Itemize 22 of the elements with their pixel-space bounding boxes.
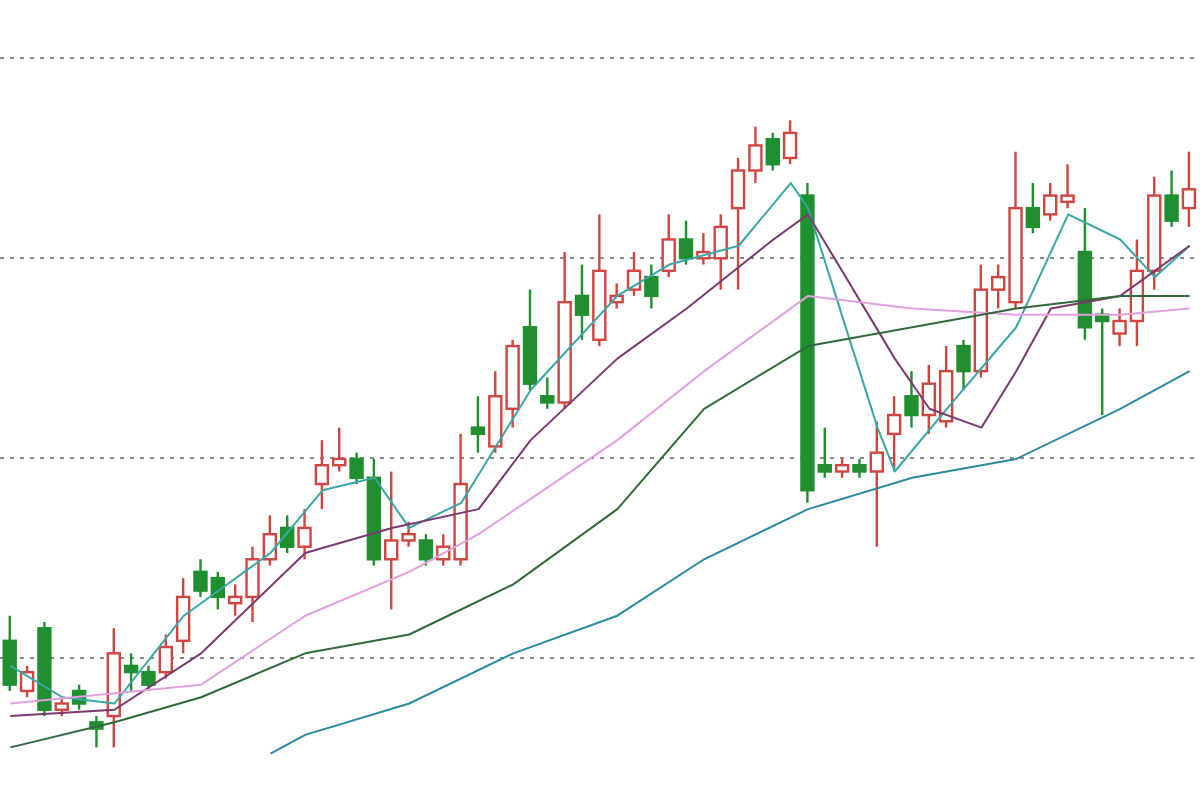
candlestick	[678, 219, 694, 266]
candlestick	[782, 119, 798, 166]
candlestick	[574, 263, 590, 342]
candlestick	[1025, 181, 1041, 235]
candlestick	[175, 576, 191, 655]
candlestick	[765, 131, 780, 172]
candlestick	[886, 395, 902, 473]
candlestick	[661, 213, 676, 279]
candlestick	[54, 696, 69, 718]
candlestick	[297, 507, 312, 561]
candlestick	[834, 457, 850, 479]
candlestick	[540, 376, 555, 410]
candlestick	[904, 369, 919, 429]
candlestick	[644, 263, 659, 310]
candlestick	[869, 420, 884, 548]
candlestick	[158, 633, 173, 680]
candlestick	[1164, 169, 1179, 229]
candlestick	[852, 457, 867, 479]
candlestick	[2, 614, 17, 693]
candlestick	[418, 532, 434, 567]
candlestick	[470, 395, 486, 454]
candlestick	[956, 338, 971, 392]
